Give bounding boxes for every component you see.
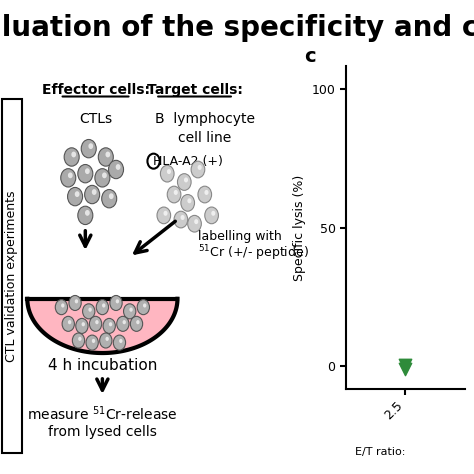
Circle shape <box>64 148 79 166</box>
Circle shape <box>211 211 215 216</box>
Circle shape <box>88 308 92 312</box>
Circle shape <box>109 322 112 326</box>
Circle shape <box>88 143 93 149</box>
Circle shape <box>85 185 100 204</box>
Circle shape <box>102 173 107 178</box>
Circle shape <box>69 295 81 310</box>
Circle shape <box>137 300 149 315</box>
Circle shape <box>143 303 146 308</box>
Circle shape <box>96 300 109 315</box>
Circle shape <box>61 303 64 308</box>
Circle shape <box>198 165 202 170</box>
Circle shape <box>124 304 136 319</box>
Circle shape <box>136 320 139 324</box>
Circle shape <box>61 169 76 187</box>
Circle shape <box>102 190 117 208</box>
Text: HLA-A2 (+): HLA-A2 (+) <box>153 155 223 168</box>
Circle shape <box>98 148 113 166</box>
Point <box>401 365 409 373</box>
Circle shape <box>187 198 191 203</box>
Circle shape <box>191 161 205 178</box>
Text: cell line: cell line <box>178 131 231 145</box>
Text: Effector cells:: Effector cells: <box>42 83 150 97</box>
Circle shape <box>81 139 96 158</box>
FancyBboxPatch shape <box>2 99 22 453</box>
Circle shape <box>73 333 85 348</box>
Circle shape <box>82 304 95 319</box>
Circle shape <box>68 173 73 178</box>
Circle shape <box>147 154 160 169</box>
Text: E/T ratio:: E/T ratio: <box>355 447 405 456</box>
Text: CTLs: CTLs <box>79 112 112 127</box>
Circle shape <box>109 193 114 199</box>
Circle shape <box>100 333 112 348</box>
Circle shape <box>129 308 133 312</box>
Text: CTL validation experiments: CTL validation experiments <box>5 190 18 362</box>
Circle shape <box>68 187 82 206</box>
Circle shape <box>95 169 110 187</box>
Circle shape <box>204 190 209 195</box>
Circle shape <box>181 194 194 211</box>
Text: measure $^{51}$Cr-release: measure $^{51}$Cr-release <box>27 404 178 423</box>
Circle shape <box>78 337 82 341</box>
Circle shape <box>105 337 109 341</box>
Circle shape <box>62 316 74 331</box>
Circle shape <box>85 168 90 174</box>
Text: 4 h incubation: 4 h incubation <box>48 358 157 373</box>
Circle shape <box>102 303 105 308</box>
Circle shape <box>167 169 171 174</box>
Circle shape <box>92 339 95 343</box>
Circle shape <box>82 322 85 326</box>
Circle shape <box>205 207 219 224</box>
Circle shape <box>75 299 78 303</box>
Circle shape <box>164 211 168 216</box>
Circle shape <box>85 210 90 216</box>
Circle shape <box>116 164 120 170</box>
Circle shape <box>105 152 110 157</box>
Circle shape <box>157 207 171 224</box>
Text: from lysed cells: from lysed cells <box>48 425 157 439</box>
Text: c: c <box>304 47 316 66</box>
Circle shape <box>188 215 201 232</box>
Circle shape <box>92 189 97 195</box>
Text: labelling with: labelling with <box>198 230 282 243</box>
Y-axis label: Specific lysis (%): Specific lysis (%) <box>293 174 306 281</box>
Text: Evaluation of the specificity and cyto: Evaluation of the specificity and cyto <box>0 14 474 42</box>
Text: $^{51}$Cr (+/- peptide): $^{51}$Cr (+/- peptide) <box>198 243 309 263</box>
Circle shape <box>117 316 129 331</box>
Circle shape <box>86 335 98 350</box>
Circle shape <box>110 295 122 310</box>
Circle shape <box>90 316 102 331</box>
Circle shape <box>194 219 198 224</box>
Circle shape <box>122 320 126 324</box>
Circle shape <box>78 206 93 225</box>
Circle shape <box>177 173 191 191</box>
Circle shape <box>75 191 80 197</box>
Point <box>401 361 409 369</box>
Text: Target cells:: Target cells: <box>146 83 243 97</box>
Circle shape <box>109 160 124 179</box>
Circle shape <box>181 215 185 220</box>
Circle shape <box>130 316 143 331</box>
Circle shape <box>184 177 188 182</box>
Circle shape <box>119 339 122 343</box>
Circle shape <box>167 186 181 203</box>
Circle shape <box>76 319 88 333</box>
Circle shape <box>78 164 93 183</box>
Circle shape <box>116 299 119 303</box>
Circle shape <box>103 319 115 333</box>
Polygon shape <box>27 299 177 353</box>
Circle shape <box>55 300 68 315</box>
Circle shape <box>160 165 174 182</box>
Circle shape <box>174 211 188 228</box>
Circle shape <box>173 190 178 195</box>
Circle shape <box>113 335 126 350</box>
Circle shape <box>71 152 76 157</box>
Circle shape <box>198 186 211 203</box>
Text: B  lymphocyte: B lymphocyte <box>155 112 255 127</box>
Circle shape <box>95 320 99 324</box>
Circle shape <box>68 320 71 324</box>
